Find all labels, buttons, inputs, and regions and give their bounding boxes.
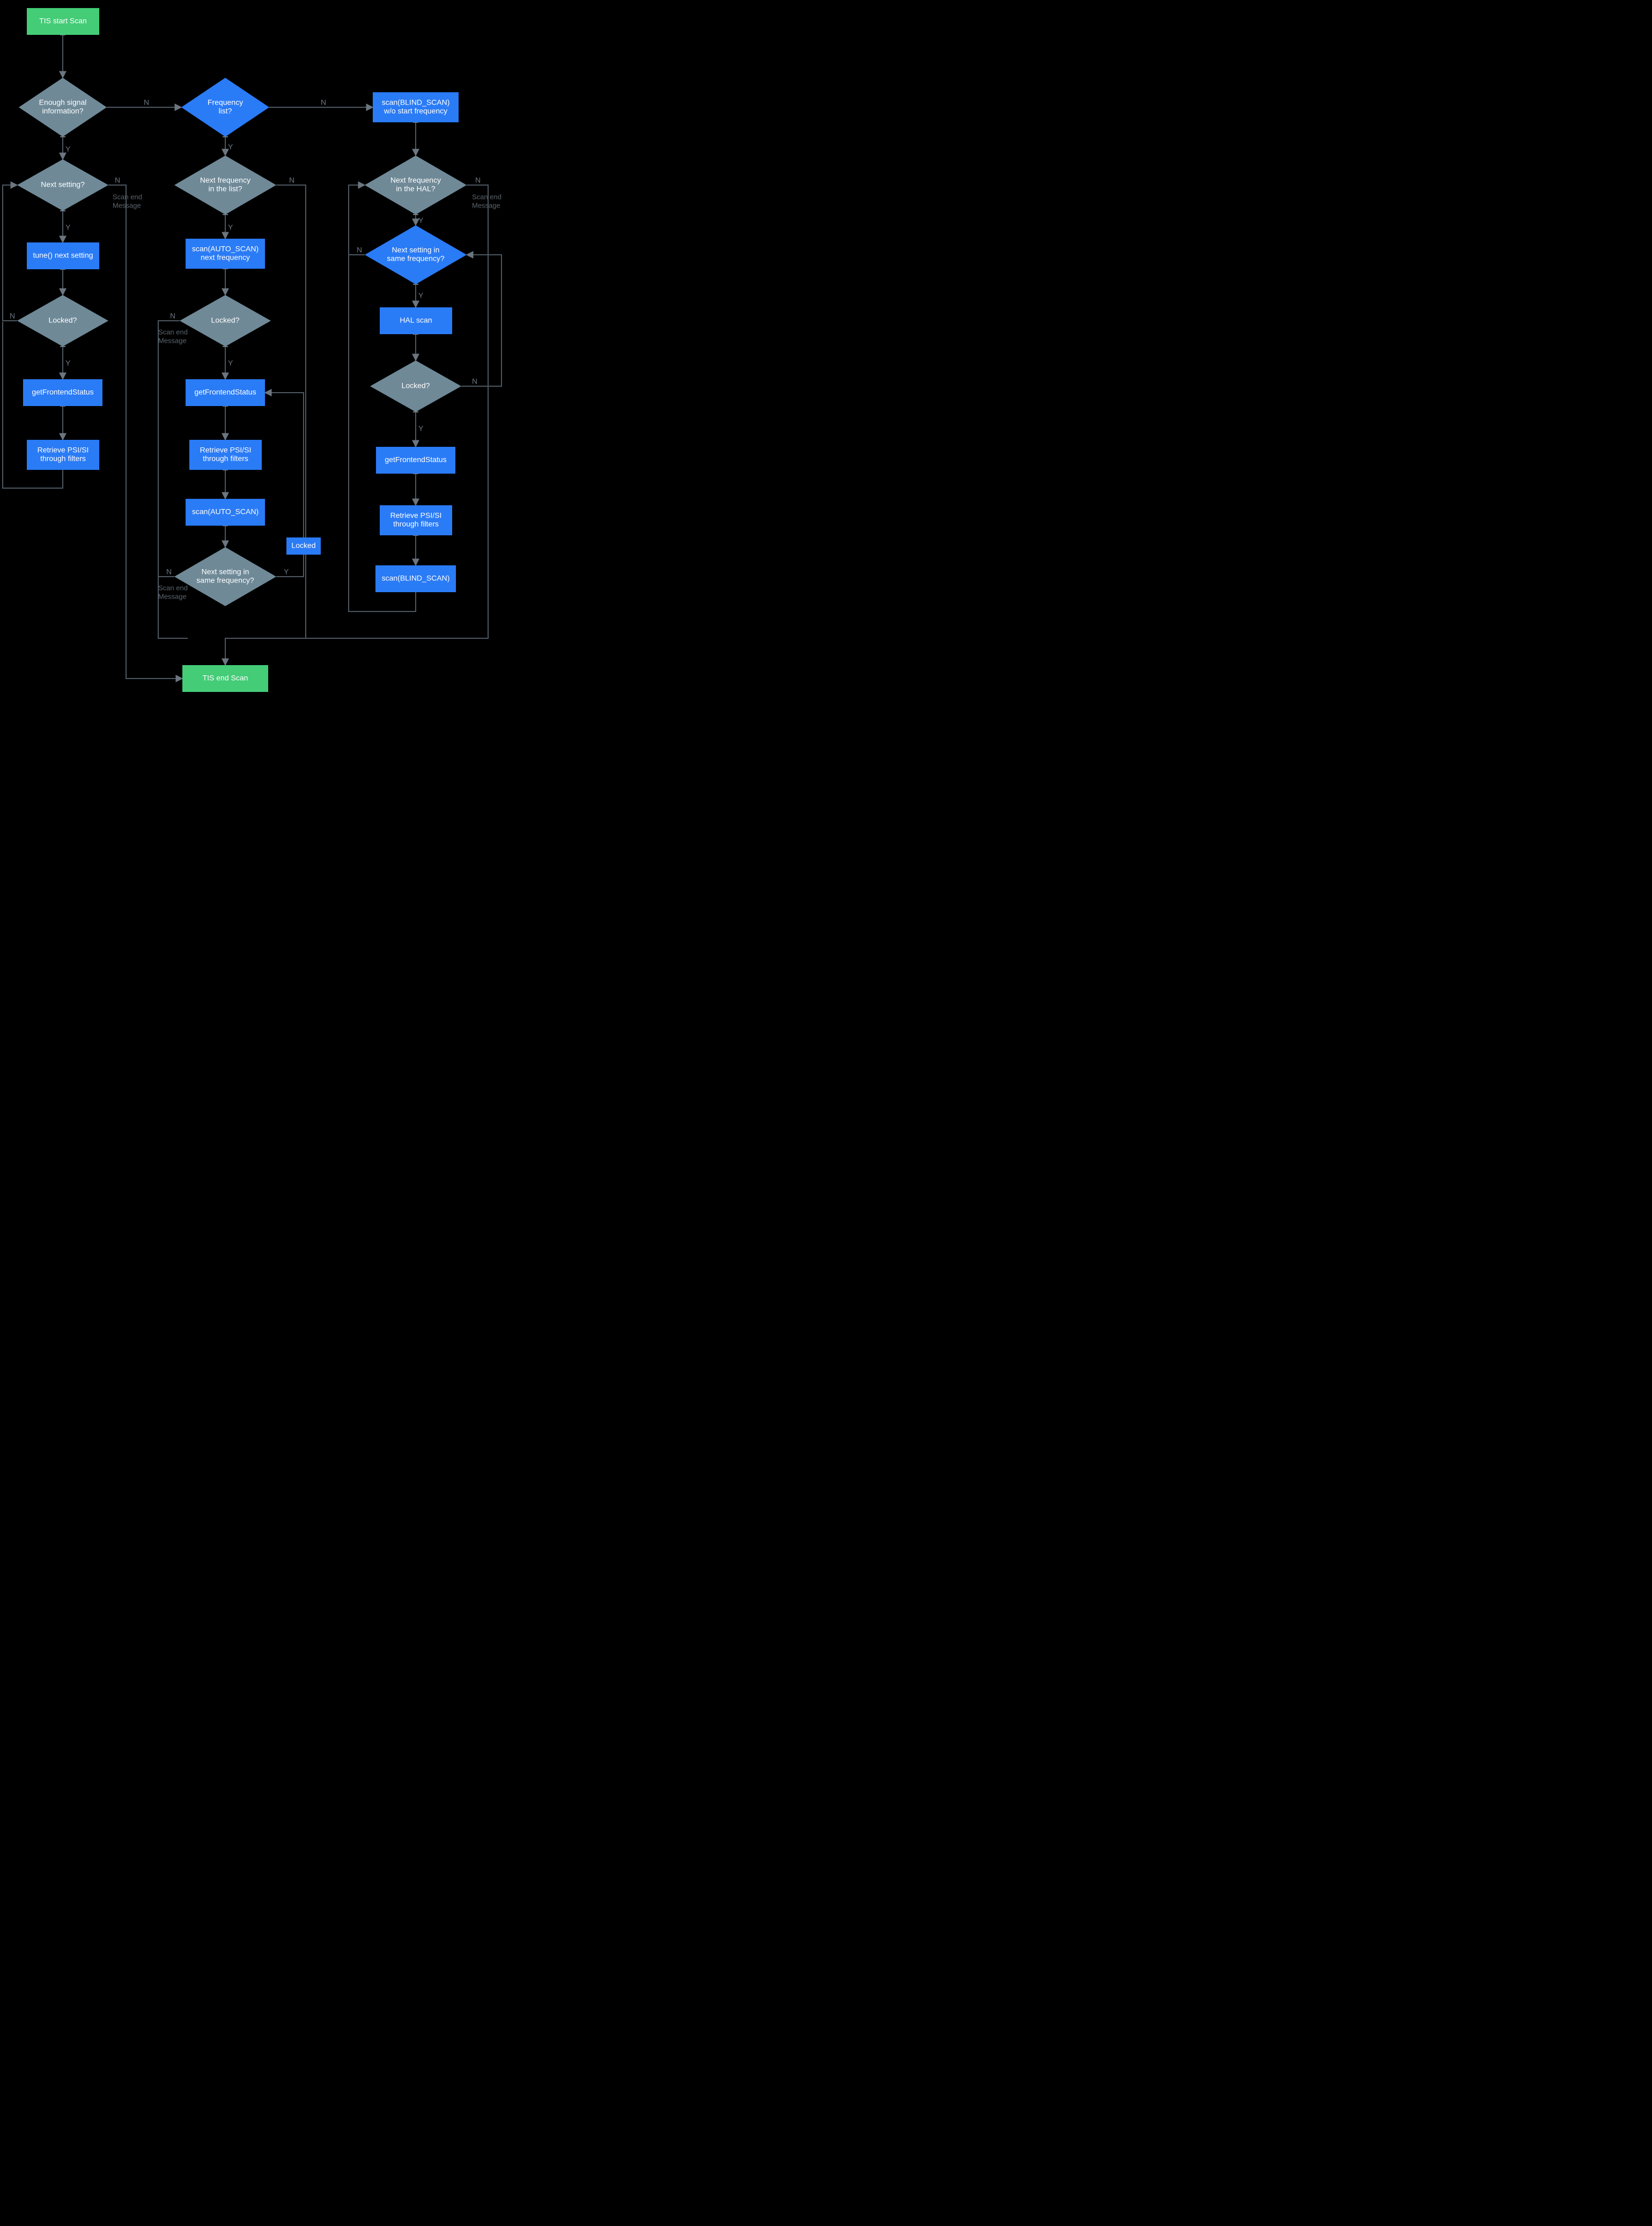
svg-text:N: N [472,377,477,386]
node-locked1: Locked? [17,295,108,347]
svg-text:Frequency: Frequency [208,98,243,107]
svg-text:in the HAL?: in the HAL? [396,185,435,193]
node-next_setting: Next setting? [17,159,108,211]
svg-text:Scan end: Scan end [158,584,188,592]
svg-text:Locked: Locked [291,541,315,550]
svg-text:Next setting?: Next setting? [41,180,85,189]
svg-text:Message: Message [158,592,187,600]
svg-text:through filters: through filters [40,454,86,463]
svg-text:Scan end: Scan end [158,328,188,336]
node-next_freq_list: Next frequencyin the list? [174,156,276,215]
svg-text:N: N [321,98,326,107]
svg-text:Y: Y [418,424,424,433]
svg-text:N: N [289,176,294,185]
node-hal_scan: HAL scan [380,307,452,334]
svg-text:list?: list? [219,107,232,115]
svg-text:through filters: through filters [393,520,439,528]
svg-text:getFrontendStatus: getFrontendStatus [32,388,93,396]
svg-text:getFrontendStatus: getFrontendStatus [385,455,446,464]
node-locked_chip: Locked [286,537,321,555]
svg-text:Y: Y [228,359,233,367]
svg-text:N: N [475,176,481,185]
svg-text:Next frequency: Next frequency [390,176,441,185]
svg-text:Next setting in: Next setting in [202,567,249,576]
svg-text:scan(AUTO_SCAN): scan(AUTO_SCAN) [192,507,259,516]
svg-text:Retrieve PSI/SI: Retrieve PSI/SI [390,511,442,520]
svg-text:N: N [144,98,149,107]
node-retrieve2: Retrieve PSI/SIthrough filters [189,440,262,470]
node-get_fe2: getFrontendStatus [186,379,265,406]
svg-text:Y: Y [418,216,424,225]
svg-text:Locked?: Locked? [49,316,77,325]
svg-text:scan(BLIND_SCAN): scan(BLIND_SCAN) [382,574,450,583]
node-get_fe3: getFrontendStatus [376,447,455,474]
svg-text:Message: Message [113,201,141,209]
svg-text:N: N [115,176,120,185]
node-tis_end: TIS end Scan [182,665,268,692]
node-retrieve3: Retrieve PSI/SIthrough filters [380,505,452,535]
svg-text:Next frequency: Next frequency [200,176,250,185]
node-auto_scan2: scan(AUTO_SCAN) [186,499,265,526]
svg-text:Enough signal: Enough signal [39,98,87,107]
svg-text:Y: Y [284,567,289,576]
svg-text:N: N [170,312,175,320]
node-tis_start: TIS start Scan [27,8,99,35]
node-tune_next: tune() next setting [27,242,99,269]
svg-text:Next setting in: Next setting in [392,246,440,254]
svg-text:Y: Y [228,223,233,232]
svg-text:Scan end: Scan end [472,193,502,201]
node-next_set_same_c: Next setting insame frequency? [174,547,276,606]
svg-text:Y: Y [65,359,71,367]
node-next_set_same_r: Next setting insame frequency? [365,225,467,284]
svg-text:getFrontendStatus: getFrontendStatus [194,388,256,396]
svg-text:Locked?: Locked? [211,316,240,325]
svg-text:scan(BLIND_SCAN): scan(BLIND_SCAN) [382,98,450,107]
svg-text:scan(AUTO_SCAN): scan(AUTO_SCAN) [192,245,259,253]
node-blind_scan_start: scan(BLIND_SCAN)w/o start frequency [373,92,459,122]
node-enough_sig: Enough signalinformation? [19,78,107,137]
node-retrieve1: Retrieve PSI/SIthrough filters [27,440,99,470]
svg-text:Y: Y [228,143,233,151]
node-blind_scan_end: scan(BLIND_SCAN) [375,565,456,592]
svg-text:TIS start Scan: TIS start Scan [39,17,87,25]
svg-text:Retrieve PSI/SI: Retrieve PSI/SI [200,446,252,454]
svg-text:in the list?: in the list? [208,185,242,193]
svg-text:Locked?: Locked? [402,381,430,390]
node-next_freq_hal: Next frequencyin the HAL? [365,156,467,215]
svg-text:w/o start frequency: w/o start frequency [384,107,447,115]
svg-text:TIS end Scan: TIS end Scan [203,674,248,682]
svg-text:through filters: through filters [203,454,248,463]
svg-text:information?: information? [42,107,83,115]
nodes-layer: TIS start Scan Enough signalinformation? F… [17,8,467,692]
svg-text:Message: Message [158,336,187,344]
svg-text:N: N [10,312,15,320]
svg-text:tune() next setting: tune() next setting [33,251,93,260]
svg-text:N: N [357,246,362,254]
svg-text:Y: Y [65,145,71,153]
node-get_fe1: getFrontendStatus [23,379,102,406]
svg-text:Y: Y [65,223,71,232]
svg-text:HAL scan: HAL scan [400,316,432,325]
svg-text:next frequency: next frequency [201,253,250,262]
node-locked2: Locked? [180,295,271,347]
svg-text:Y: Y [418,291,424,300]
svg-text:same frequency?: same frequency? [387,254,445,263]
svg-text:N: N [166,567,172,576]
node-auto_scan_next: scan(AUTO_SCAN)next frequency [186,239,265,269]
svg-text:Scan end: Scan end [113,193,142,201]
node-freq_list: Frequencylist? [181,78,269,137]
node-locked3: Locked? [370,360,461,412]
svg-text:Message: Message [472,201,500,209]
svg-text:same frequency?: same frequency? [196,576,254,585]
svg-text:Retrieve PSI/SI: Retrieve PSI/SI [38,446,89,454]
flowchart-canvas: YNNYYNScan endMessageYNNScan endMessageY… [0,0,520,701]
